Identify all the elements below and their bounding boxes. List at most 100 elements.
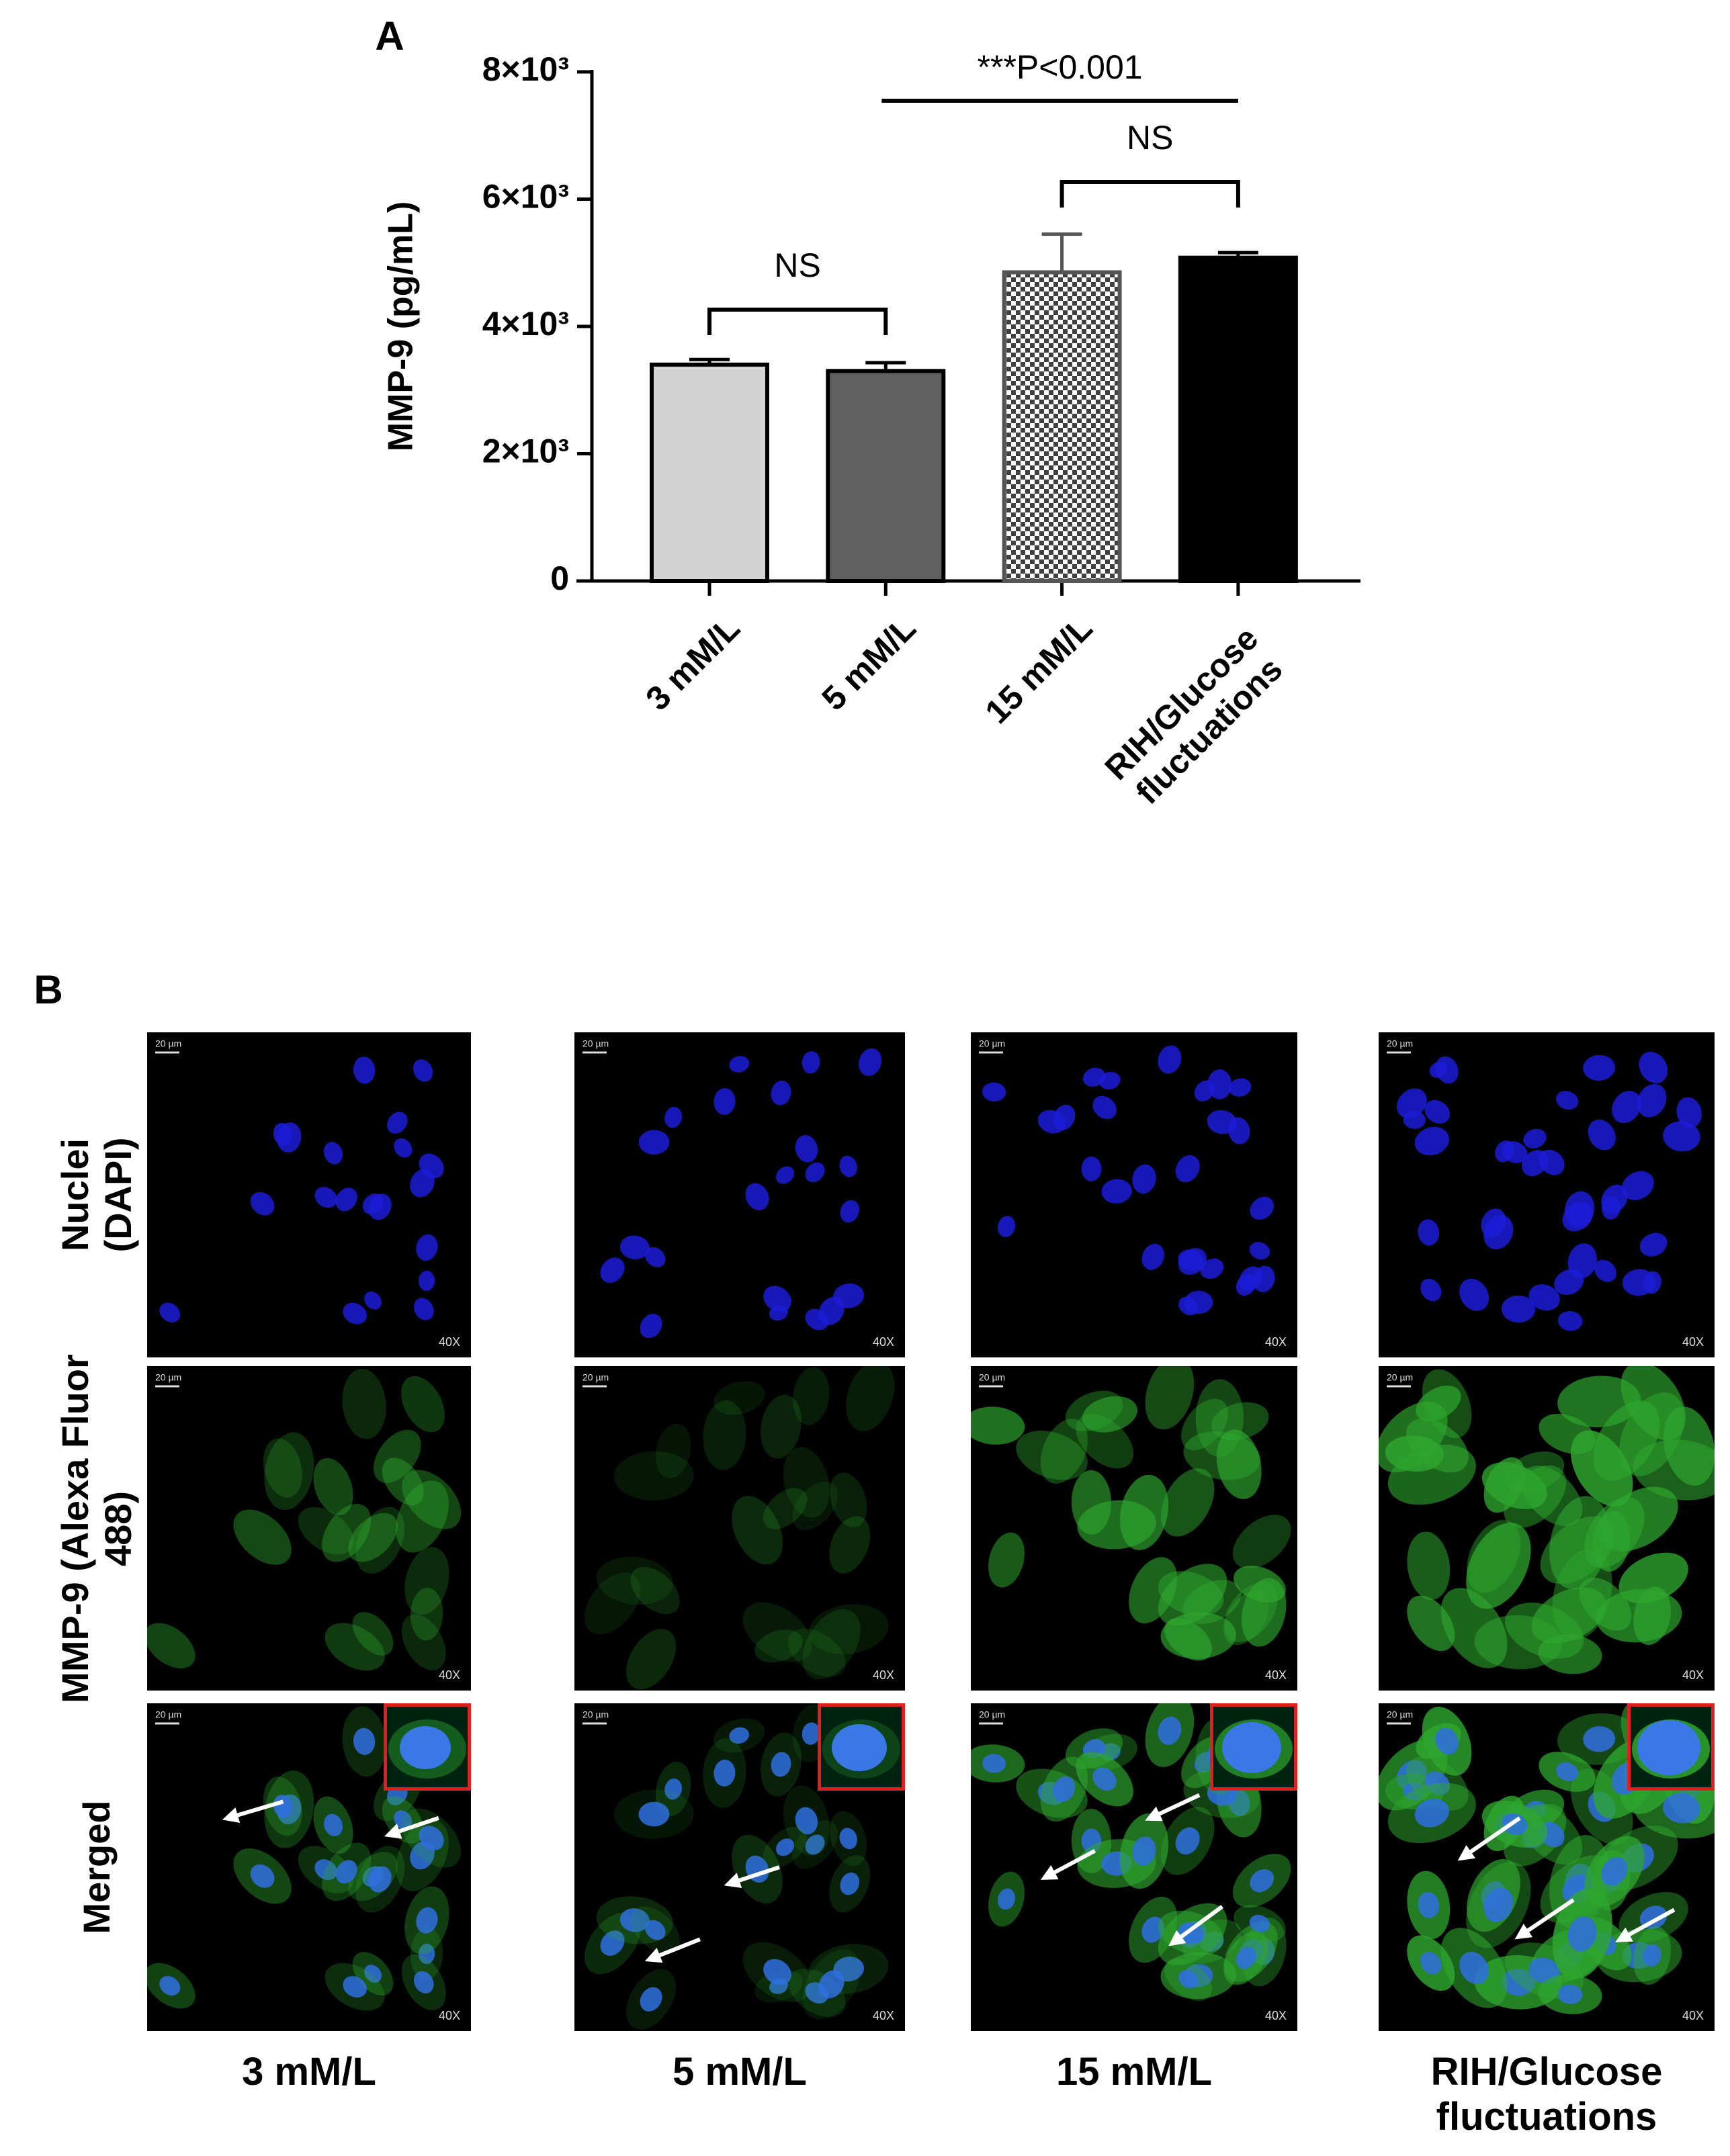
scale-bar-label: 20 µm xyxy=(155,1038,181,1049)
cytoplasm xyxy=(342,1368,386,1439)
cytoplasm xyxy=(1552,1549,1612,1640)
micrograph: 20 µm 40X xyxy=(574,1032,905,1357)
nucleus xyxy=(729,1056,750,1073)
row-label: MMP-9 (Alexa Fluor 488) xyxy=(53,1353,139,1703)
micrograph: 20 µm 40X xyxy=(147,1703,471,2031)
nucleus xyxy=(1158,1716,1182,1745)
cytoplasm xyxy=(396,1480,449,1553)
y-axis-label: MMP-9 (pg/mL) xyxy=(382,201,421,452)
nucleus xyxy=(763,1286,791,1312)
micrograph: 20 µm 40X xyxy=(971,1032,1297,1357)
column-label: 15 mM/L xyxy=(1055,2050,1213,2094)
nucleus xyxy=(1639,1051,1668,1083)
cytoplasm xyxy=(1481,1462,1547,1509)
nucleus xyxy=(1082,1067,1106,1087)
arrow xyxy=(384,1815,439,1839)
cytoplasm xyxy=(1160,1468,1215,1537)
nucleus xyxy=(1459,1278,1489,1311)
cytoplasm xyxy=(1407,1595,1455,1652)
arrow xyxy=(724,1865,780,1889)
scale-bar-label: 20 µm xyxy=(1387,1038,1413,1049)
micrograph: 20 µm 40X xyxy=(574,1366,905,1691)
nucleus xyxy=(159,1302,181,1322)
cytoplasm xyxy=(626,1629,677,1690)
nucleus xyxy=(1101,1179,1132,1204)
cytoplasm xyxy=(1387,1444,1476,1505)
inset-frame xyxy=(1210,1703,1297,1791)
nucleus xyxy=(664,1778,682,1800)
nucleus xyxy=(1132,1164,1156,1194)
nucleus xyxy=(419,1943,435,1965)
nucleus xyxy=(1424,1099,1451,1124)
nucleus xyxy=(1175,1155,1200,1183)
nucleus xyxy=(1178,1970,1199,1989)
nucleus xyxy=(640,1314,662,1339)
nucleus xyxy=(1435,1727,1459,1755)
nucleus xyxy=(1178,1249,1204,1271)
micrograph-bg xyxy=(574,1032,905,1357)
bar xyxy=(1178,255,1298,583)
nucleus xyxy=(600,1257,625,1283)
nucleus xyxy=(776,1166,795,1184)
nucleus xyxy=(1418,1219,1440,1246)
nucleus xyxy=(1178,1296,1199,1316)
cytoplasm xyxy=(1158,1571,1224,1616)
column-label: RIH/Glucose fluctuations xyxy=(1430,2050,1663,2139)
cytoplasm xyxy=(630,1566,680,1615)
nucleus xyxy=(1459,1952,1489,1985)
cytoplasm xyxy=(732,1496,783,1565)
cytoplasm xyxy=(1538,1634,1602,1674)
nucleus xyxy=(1229,1078,1252,1097)
micrograph: 20 µm 40X xyxy=(971,1703,1297,2031)
cytoplasm xyxy=(754,1629,803,1663)
cytoplasm xyxy=(596,1556,673,1605)
nucleus xyxy=(1396,1088,1427,1118)
nucleus xyxy=(645,1920,666,1940)
nucleus xyxy=(1556,1091,1579,1110)
nucleus xyxy=(997,1888,1016,1910)
nucleus xyxy=(1414,1798,1449,1828)
cytoplasm xyxy=(1040,1419,1088,1484)
nucleus xyxy=(664,1106,682,1128)
scale-bar-label: 20 µm xyxy=(979,1038,1005,1049)
inset-nucleus xyxy=(1222,1722,1281,1773)
nucleus xyxy=(802,1722,820,1745)
scale-bar-label: 20 µm xyxy=(155,1372,181,1383)
cytoplasm xyxy=(147,1623,196,1669)
micrograph: 20 µm 40X xyxy=(1379,1032,1715,1357)
cytoplasm xyxy=(1195,1379,1244,1457)
magnification: 40X xyxy=(1682,1668,1704,1682)
arrow xyxy=(1615,1907,1676,1942)
cytoplasm xyxy=(703,1400,746,1470)
scale-bar-label: 20 µm xyxy=(1387,1709,1413,1720)
scale-bar-label: 20 µm xyxy=(979,1709,1005,1720)
nucleus xyxy=(771,1080,791,1106)
nucleus xyxy=(1539,1149,1565,1175)
cytoplasm xyxy=(1076,1414,1133,1469)
nucleus xyxy=(416,1907,438,1934)
nucleus xyxy=(713,1088,736,1115)
nucleus xyxy=(1501,1295,1536,1323)
nucleus xyxy=(818,1970,845,1999)
nucleus xyxy=(250,1864,275,1888)
nucleus xyxy=(805,1162,825,1183)
nucleus xyxy=(1663,1793,1700,1824)
nucleus xyxy=(1502,1813,1528,1836)
cytoplasm xyxy=(1211,1402,1269,1441)
nucleus xyxy=(1557,1311,1583,1331)
micrograph: 20 µm 40X xyxy=(1379,1366,1715,1691)
panel-label: B xyxy=(34,967,62,1012)
scale-bar-label: 20 µm xyxy=(155,1709,181,1720)
nucleus xyxy=(1601,1856,1628,1886)
nucleus xyxy=(619,1908,650,1932)
column-label: 5 mM/L xyxy=(673,2050,807,2094)
nucleus xyxy=(335,1860,357,1884)
micrograph: 20 µm 40X xyxy=(147,1366,471,1691)
arrow xyxy=(1168,1905,1223,1946)
nucleus xyxy=(1567,1243,1597,1279)
nucleus xyxy=(1483,1887,1514,1922)
nucleus xyxy=(1483,1215,1514,1250)
nucleus xyxy=(638,1130,670,1155)
magnification: 40X xyxy=(1682,1335,1704,1349)
